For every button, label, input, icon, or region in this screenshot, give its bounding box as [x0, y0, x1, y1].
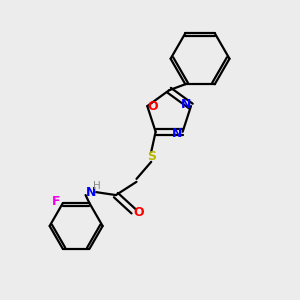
Text: N: N	[86, 186, 96, 199]
Text: S: S	[147, 150, 156, 163]
Text: H: H	[94, 181, 101, 191]
Text: O: O	[147, 100, 158, 112]
Text: N: N	[172, 127, 182, 140]
Text: N: N	[181, 98, 191, 111]
Text: F: F	[52, 195, 61, 208]
Text: O: O	[134, 206, 144, 219]
